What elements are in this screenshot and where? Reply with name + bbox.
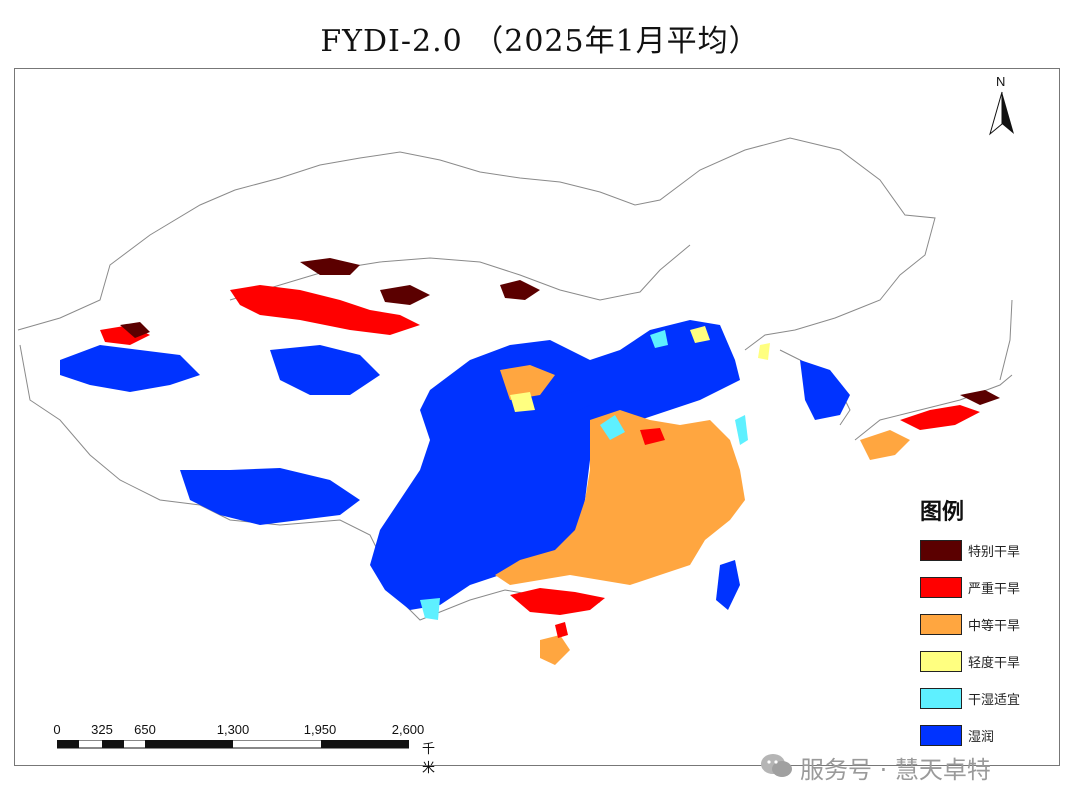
- severe-drought-areas: [100, 285, 980, 638]
- scale-tick: 650: [134, 722, 156, 737]
- mild-drought-areas: [510, 326, 770, 412]
- legend-item-severe: 严重干旱: [918, 577, 1020, 614]
- legend-item-moderate: 中等干旱: [918, 614, 1020, 651]
- legend-label: 湿润: [968, 730, 995, 745]
- scale-bar-graphic: [57, 740, 409, 749]
- legend-swatch: [920, 688, 962, 709]
- legend-label: 轻度干旱: [968, 656, 1021, 671]
- north-arrow-icon: [989, 91, 1014, 136]
- japan-north-outline: [999, 299, 1013, 381]
- scale-tick: 1,950: [303, 722, 337, 737]
- legend-swatch: [920, 614, 962, 635]
- legend-title: 图例: [920, 500, 965, 525]
- legend-swatch: [920, 540, 962, 561]
- drought-map: [17, 137, 1013, 665]
- wechat-icon: [761, 754, 792, 777]
- scale-tick: 1,300: [216, 722, 250, 737]
- watermark-text: 服务号 · 慧天卓特: [800, 756, 991, 784]
- legend-item-suitable: 干湿适宜: [918, 688, 1020, 725]
- legend-swatch: [920, 651, 962, 672]
- scale-unit: 千米: [422, 742, 436, 776]
- legend-swatch: [920, 577, 962, 598]
- legend-label: 中等干旱: [968, 619, 1021, 634]
- map-title: FYDI-2.0 （2025年1月平均）: [320, 24, 760, 59]
- moderate-drought-areas: [495, 365, 910, 665]
- map-frame: [14, 68, 1060, 766]
- wet-areas: [60, 320, 850, 610]
- legend-label: 干湿适宜: [968, 693, 1021, 708]
- scale-tick: 0: [53, 722, 61, 737]
- legend-item-wet: 湿润: [918, 725, 994, 762]
- china-mongolia-outline: [17, 137, 936, 351]
- legend: 图例 特别干旱 严重干旱 中等干旱 轻度干旱 干湿适宜 湿润: [918, 494, 1020, 762]
- legend-label: 特别干旱: [968, 545, 1021, 560]
- legend-label: 严重干旱: [968, 582, 1021, 597]
- scale-tick: 325: [91, 722, 113, 737]
- legend-item-extreme: 特别干旱: [918, 540, 1020, 577]
- suitable-areas: [420, 330, 748, 620]
- japan-outline: [854, 374, 1013, 441]
- legend-item-mild: 轻度干旱: [918, 651, 1020, 688]
- extreme-drought-areas: [120, 258, 1000, 405]
- legend-swatch: [920, 725, 962, 746]
- scale-tick: 2,600: [391, 722, 425, 737]
- north-label: N: [996, 74, 1006, 89]
